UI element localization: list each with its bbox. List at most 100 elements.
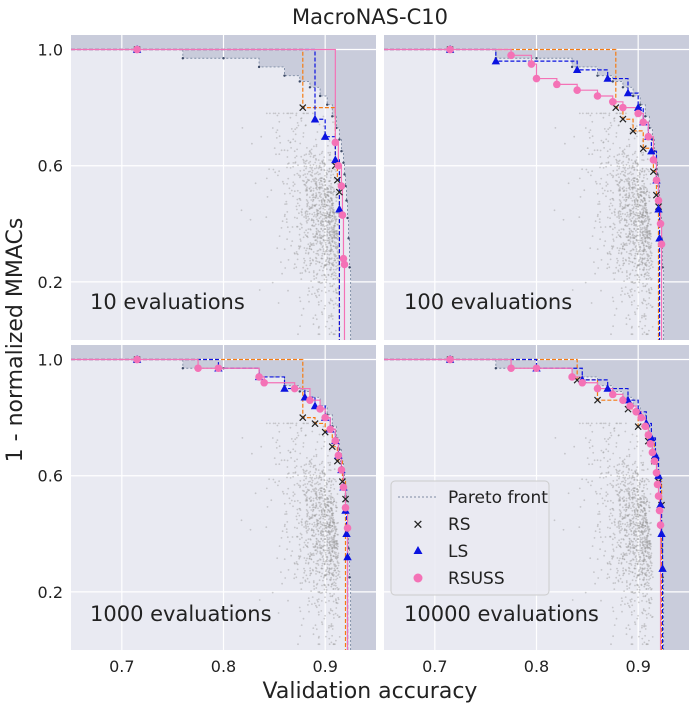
cloud-point [326,534,329,536]
cloud-point [641,227,644,229]
cloud-point [641,544,644,547]
cloud-point [562,218,565,221]
cloud-point [324,506,327,509]
cloud-point [333,500,336,503]
cloud-point [641,257,644,260]
cloud-point [620,529,622,532]
cloud-point [635,549,638,551]
cloud-point [313,211,316,214]
cloud-point [634,591,637,594]
cloud-point [335,480,337,483]
cloud-point [628,488,631,490]
cloud-point [647,236,650,239]
cloud-point [636,169,639,172]
rsuss-point [446,45,454,54]
cloud-point [632,248,634,251]
cloud-point [633,282,635,284]
cloud-point [331,513,334,515]
cloud-point [633,265,636,268]
cloud-point [314,506,317,509]
cloud-point [640,547,643,549]
cloud-point [276,557,279,560]
cloud-point [303,464,306,466]
cloud-point [265,487,268,490]
cloud-point [335,292,338,294]
cloud-point [312,552,315,555]
cloud-point [627,624,630,627]
cloud-point [639,194,641,197]
cloud-point [633,592,635,594]
cloud-point [650,252,653,255]
cloud-point [326,187,329,190]
cloud-point [636,203,638,206]
cloud-point [331,228,334,231]
cloud-point [331,547,334,550]
cloud-point [303,541,306,544]
cloud-point [627,154,630,157]
cloud-point [317,559,320,562]
cloud-point [328,524,331,527]
cloud-point [319,186,321,189]
panel-100-evaluations: ✕✕✕✕✕✕✕✕ 100 evaluations [384,35,689,340]
cloud-point [648,530,650,533]
cloud-point [622,166,625,169]
cloud-point [640,221,643,224]
cloud-point [644,264,647,266]
cloud-point [322,205,324,208]
cloud-point [333,584,335,587]
cloud-point [630,519,632,522]
cloud-point [306,577,309,580]
cloud-point [318,123,321,126]
cloud-point [632,543,634,546]
cloud-point [330,203,333,205]
cloud-point [642,519,645,521]
cloud-point [624,243,626,245]
cloud-point [311,166,313,169]
cloud-point [635,266,638,269]
cloud-point [307,294,309,296]
cloud-point [641,185,644,187]
cloud-point [337,554,339,557]
cloud-point [613,624,616,626]
cloud-point [307,597,310,600]
cloud-point [335,506,338,509]
cloud-point [631,496,634,499]
cloud-point [334,230,337,233]
cloud-point [636,538,639,540]
cloud-point [328,168,331,170]
cloud-point [314,566,317,569]
cloud-point [274,481,277,484]
cloud-point [639,212,641,215]
cloud-point [630,186,633,189]
cloud-point [639,483,641,485]
cloud-point [631,546,634,549]
cloud-point [325,214,328,217]
cloud-point [621,247,624,250]
cloud-point [637,195,640,198]
cloud-point [615,307,618,310]
cloud-point [316,543,318,546]
cloud-point [324,228,327,231]
cloud-point [626,178,629,181]
cloud-point [316,218,318,221]
cloud-point [623,516,626,519]
cloud-point [603,244,605,247]
cloud-point [292,448,295,451]
cloud-point [330,204,333,207]
cloud-point [637,184,640,187]
cloud-point [615,236,618,239]
cloud-point [324,489,327,492]
cloud-point [334,569,336,571]
cloud-point [628,482,631,485]
cloud-point [648,599,650,602]
cloud-point [321,470,323,472]
cloud-point [623,572,626,575]
cloud-point [644,559,647,561]
cloud-point [645,588,648,590]
cloud-point [333,567,336,570]
cloud-point [642,522,644,525]
cloud-point [281,272,283,275]
cloud-point [312,509,315,511]
rsuss-point [339,254,348,263]
cloud-point [644,192,646,195]
